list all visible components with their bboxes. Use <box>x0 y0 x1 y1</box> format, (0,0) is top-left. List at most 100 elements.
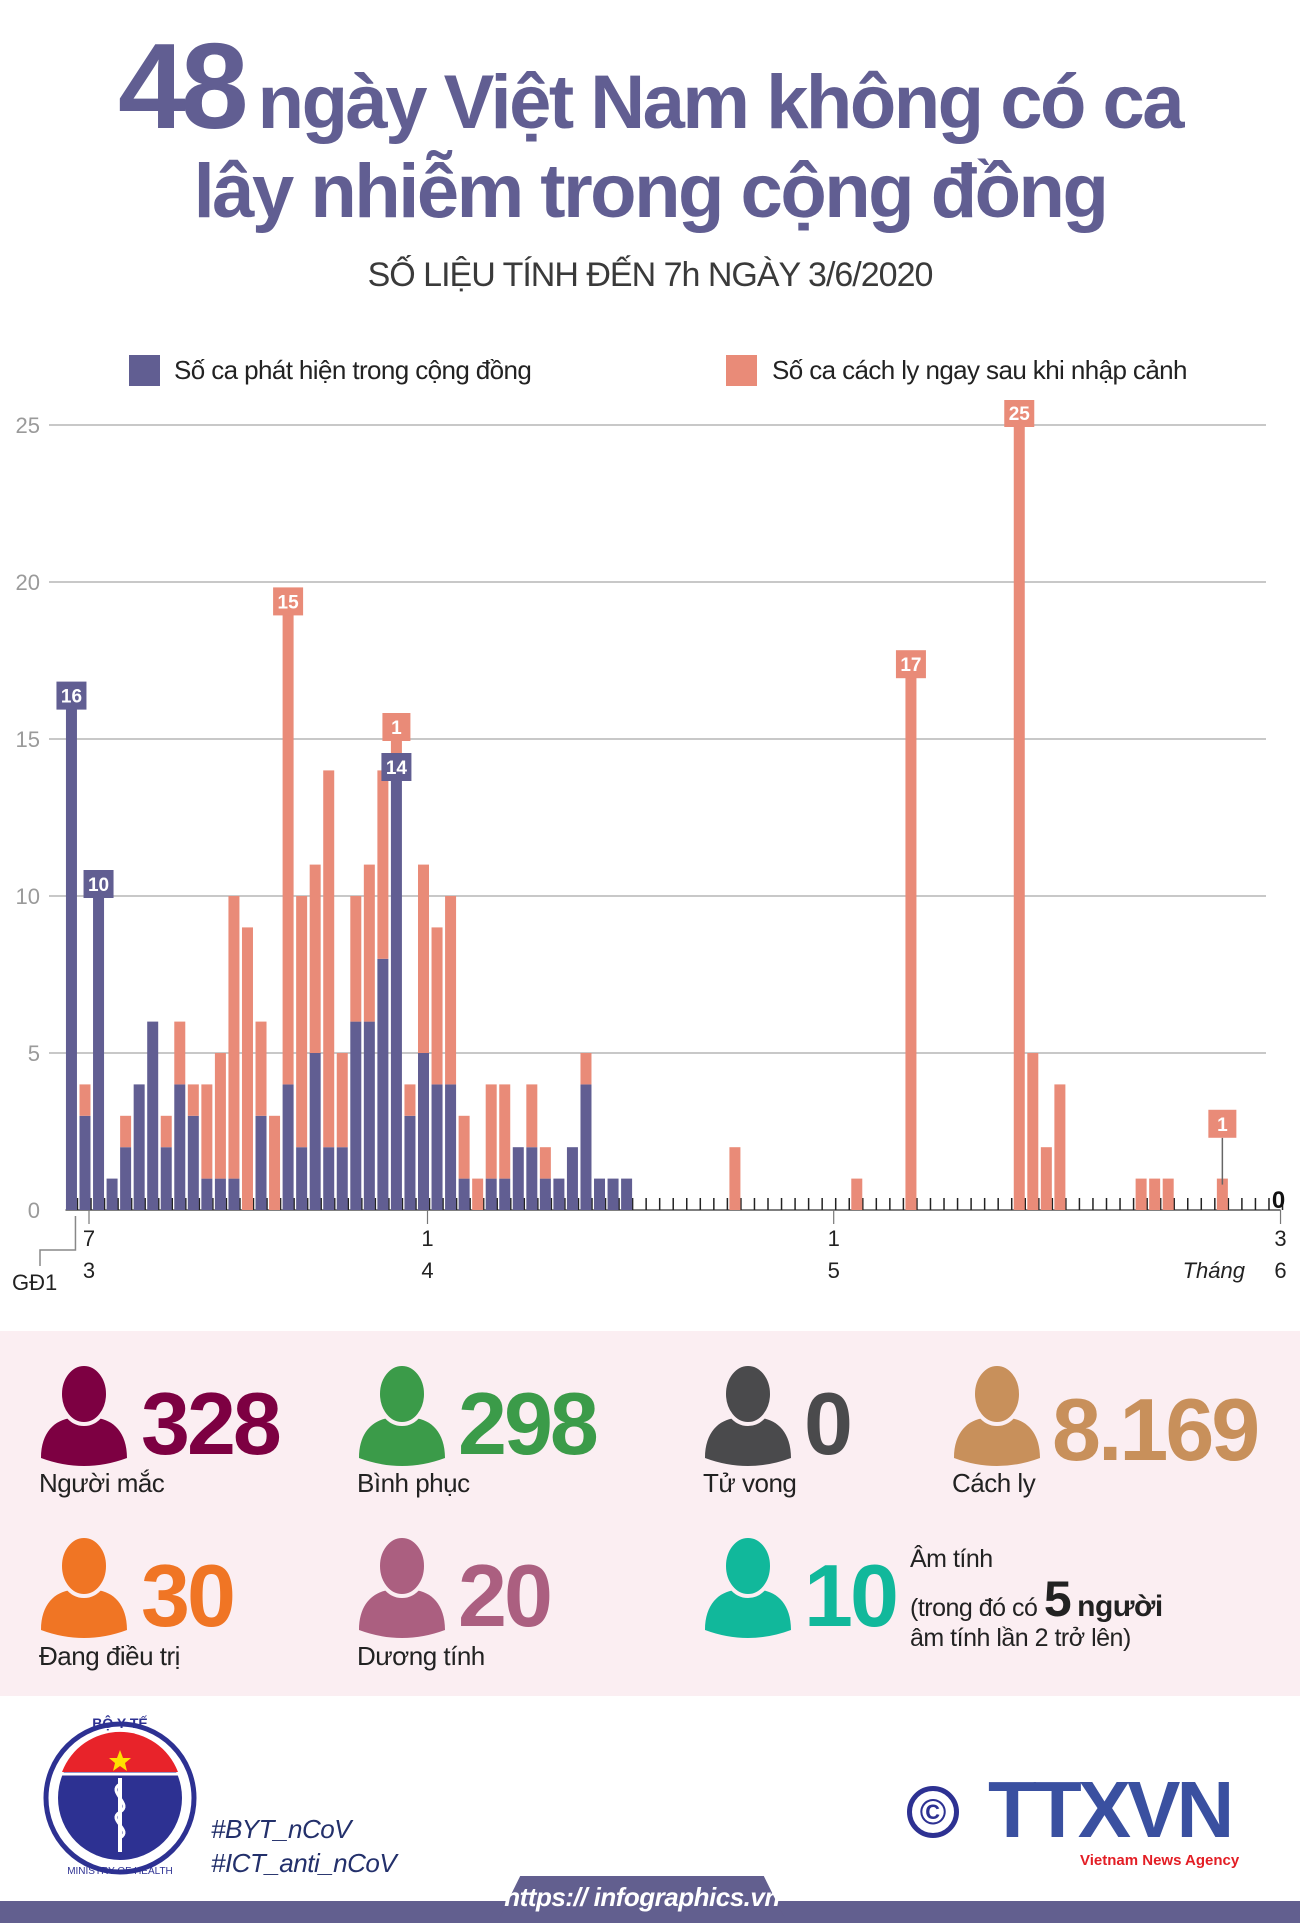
bar-community <box>296 1147 308 1210</box>
ministry-of-health-logo: BỘ Y TẾ MINISTRY OF HEALTH <box>43 1714 197 1877</box>
bar-quarantine <box>187 1084 199 1116</box>
bar-community <box>336 1147 348 1210</box>
bar-community <box>228 1178 240 1210</box>
copyright-icon: © <box>907 1786 959 1838</box>
bar-quarantine <box>296 896 308 1148</box>
data-label-box <box>895 650 926 679</box>
hashtag-byt: #BYT_nCoV <box>211 1814 352 1844</box>
x-tick-day: 1 <box>828 1226 840 1251</box>
deaths-label: Tử vong <box>703 1468 797 1498</box>
bar-community <box>377 958 389 1210</box>
bar-community <box>566 1147 578 1210</box>
person-icon <box>954 1366 1040 1466</box>
bar-community <box>553 1178 565 1210</box>
bar-quarantine <box>174 1021 186 1085</box>
negative-value: 10 <box>804 1546 899 1645</box>
x-tick-month: 6 <box>1274 1258 1286 1283</box>
positive-label: Dương tính <box>357 1641 485 1671</box>
bar-quarantine <box>526 1084 538 1148</box>
legend-swatch-quarantine <box>726 355 757 386</box>
bar-quarantine <box>905 676 917 1210</box>
bar-quarantine <box>363 864 375 1022</box>
bar-quarantine <box>350 896 362 1022</box>
bar-community <box>187 1115 199 1210</box>
bar-community <box>120 1147 132 1210</box>
data-label: 15 <box>278 592 300 613</box>
bar-quarantine <box>445 896 457 1085</box>
bar-quarantine <box>79 1084 91 1116</box>
data-label-box <box>56 681 87 710</box>
url-tab <box>497 1876 787 1923</box>
bar-community <box>65 707 77 1210</box>
bar-quarantine <box>580 1053 592 1085</box>
moh-logo-top-text: BỘ Y TẾ <box>92 1714 148 1731</box>
bar-quarantine <box>1027 1053 1039 1210</box>
bar-quarantine <box>120 1115 132 1148</box>
bar-quarantine <box>241 927 253 1210</box>
bar-quarantine <box>1013 425 1025 1210</box>
bar-community <box>160 1147 172 1210</box>
bar-chart: 051015202516101511417251073141536ThángGĐ… <box>12 400 1287 1295</box>
bar-quarantine <box>269 1115 281 1210</box>
data-label-box <box>83 870 114 898</box>
bar-quarantine <box>431 927 443 1085</box>
bar-community <box>458 1178 470 1210</box>
bar-community <box>390 770 402 1210</box>
negative-label-line1: Âm tính <box>910 1545 993 1573</box>
website-link[interactable]: https:// infographics.vn <box>504 1882 780 1912</box>
y-tick-label: 5 <box>28 1041 40 1066</box>
bar-quarantine <box>323 770 335 1148</box>
bar-community <box>485 1178 497 1210</box>
negative-count: 5 <box>1043 1571 1072 1627</box>
data-label-box <box>1208 1109 1237 1138</box>
bar-community <box>445 1084 457 1210</box>
bar-community <box>363 1021 375 1210</box>
x-tick-month: 4 <box>421 1258 433 1283</box>
x-tick-month: 3 <box>83 1258 95 1283</box>
bar-community <box>255 1115 267 1210</box>
recovered-label: Bình phục <box>357 1468 470 1498</box>
bar-quarantine <box>377 770 389 959</box>
data-label: 1 <box>1217 1115 1228 1136</box>
negative-label-line3: âm tính lần 2 trở lên) <box>910 1624 1131 1652</box>
bar-quarantine <box>255 1021 267 1116</box>
bar-community <box>350 1021 362 1210</box>
data-label-box <box>381 753 412 781</box>
person-icon <box>359 1366 445 1466</box>
phase-bracket <box>39 1216 77 1266</box>
bar-quarantine <box>485 1084 497 1179</box>
data-label: 1 <box>391 718 402 739</box>
bar-community <box>309 1053 321 1210</box>
negative-unit: người <box>1077 1590 1163 1623</box>
bar-community <box>539 1178 551 1210</box>
x-tick-day: 7 <box>83 1226 95 1251</box>
data-label: 25 <box>1009 404 1031 425</box>
bar-quarantine <box>1216 1178 1228 1210</box>
bar-quarantine <box>851 1178 863 1210</box>
bar-quarantine <box>1040 1147 1052 1210</box>
data-label-box <box>382 713 411 741</box>
person-icon <box>705 1366 791 1466</box>
bar-quarantine <box>201 1084 213 1179</box>
bar-community <box>93 896 105 1210</box>
bar-community <box>580 1084 592 1210</box>
stats-panel <box>0 1331 1300 1696</box>
end-data-label: 0 <box>1272 1187 1285 1214</box>
data-label: 16 <box>61 687 82 708</box>
bar-community <box>621 1178 633 1210</box>
bar-community <box>282 1084 294 1210</box>
bar-community <box>512 1147 524 1210</box>
data-label-box <box>273 587 304 616</box>
data-label: 17 <box>900 655 921 676</box>
title-number: 48 <box>117 18 249 154</box>
bar-community <box>594 1178 606 1210</box>
y-tick-label: 15 <box>16 727 40 752</box>
bar-quarantine <box>404 1084 416 1116</box>
y-tick-label: 20 <box>16 570 40 595</box>
person-icon <box>41 1538 127 1638</box>
y-tick-label: 25 <box>16 413 40 438</box>
infected-label: Người mắc <box>39 1468 165 1498</box>
ttxvn-logo: TTXVN <box>988 1765 1234 1854</box>
quarantined-value: 8.169 <box>1052 1380 1260 1479</box>
x-tick-month: 5 <box>828 1258 840 1283</box>
